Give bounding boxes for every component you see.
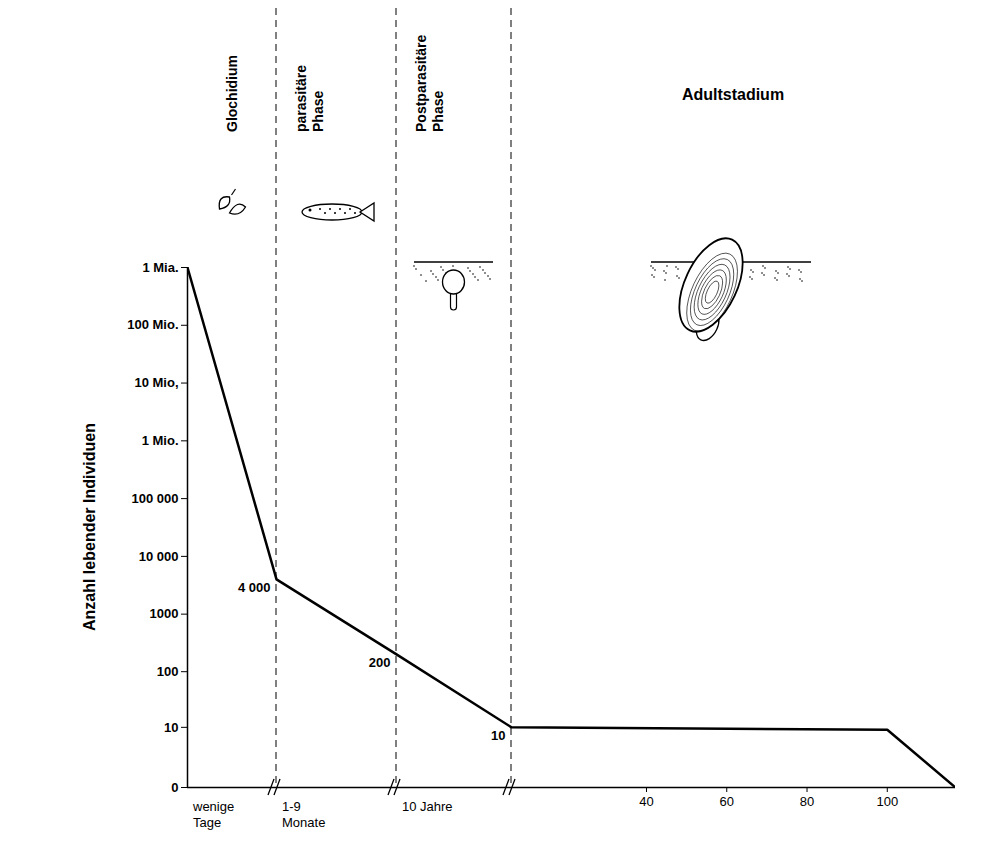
svg-text:1 Mia.: 1 Mia.: [142, 260, 178, 275]
svg-text:Glochidium: Glochidium: [224, 55, 240, 132]
svg-text:Adultstadium: Adultstadium: [682, 86, 784, 103]
svg-text:Tage: Tage: [193, 815, 221, 830]
svg-text:10: 10: [491, 728, 505, 743]
svg-text:10 000: 10 000: [139, 549, 179, 564]
svg-text:100: 100: [157, 664, 179, 679]
svg-text:Monate: Monate: [282, 815, 325, 830]
svg-text:1 Mio.: 1 Mio.: [142, 433, 179, 448]
svg-text:Phase: Phase: [310, 91, 326, 132]
svg-text:1000: 1000: [150, 606, 179, 621]
svg-text:10 Jahre: 10 Jahre: [402, 799, 453, 814]
svg-text:parasitäre: parasitäre: [293, 65, 309, 132]
svg-text:60: 60: [720, 794, 734, 809]
svg-text:80: 80: [800, 794, 814, 809]
svg-text:100: 100: [876, 794, 898, 809]
svg-text:10: 10: [164, 719, 178, 734]
svg-text:100 000: 100 000: [132, 491, 179, 506]
svg-text:1-9: 1-9: [282, 799, 301, 814]
svg-text:4 000: 4 000: [238, 580, 271, 595]
svg-text:40: 40: [639, 794, 653, 809]
svg-text:0: 0: [171, 780, 178, 795]
svg-text:200: 200: [369, 655, 391, 670]
svg-text:Phase: Phase: [430, 91, 446, 132]
svg-text:wenige: wenige: [192, 799, 234, 814]
svg-text:10 Mio,: 10 Mio,: [134, 375, 178, 390]
svg-text:Postparasitäre: Postparasitäre: [413, 35, 429, 132]
svg-text:Anzahl lebender Individuen: Anzahl lebender Individuen: [81, 423, 98, 631]
svg-text:100 Mio.: 100 Mio.: [127, 317, 178, 332]
